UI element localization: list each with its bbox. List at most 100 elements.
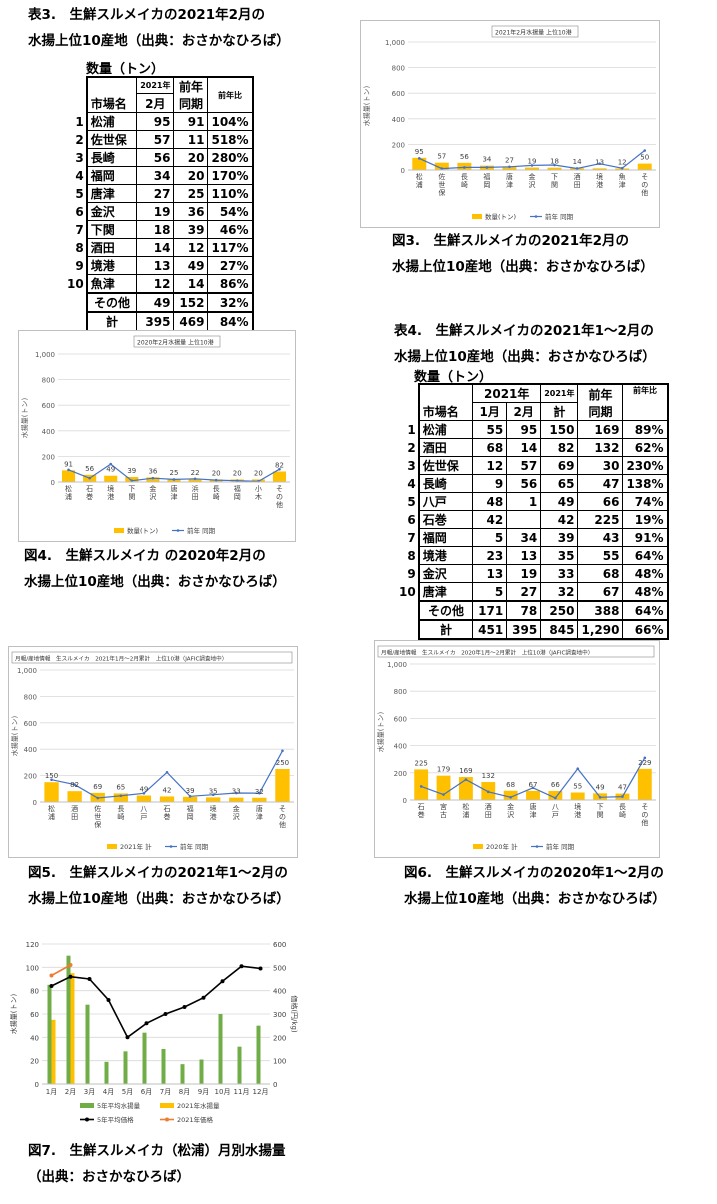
x-tick-label: 小 <box>255 484 262 493</box>
y-tick-label: 1,000 <box>35 351 55 359</box>
y-tick-label: 400 <box>394 743 407 751</box>
x-tick-label: 巻 <box>164 812 171 821</box>
data-label: 229 <box>638 759 651 767</box>
y-tick-label: 400 <box>42 428 55 436</box>
caption-line: 水揚上位10産地（出典：おさかなひろば） <box>28 891 290 907</box>
legend-label: 前年 同期 <box>545 212 574 221</box>
point-5yr-price <box>49 984 54 988</box>
y-tick-label: 120 <box>26 941 39 949</box>
rank-cell <box>64 312 87 331</box>
rank-cell: 9 <box>75 258 84 273</box>
point-5yr-price <box>144 1021 149 1026</box>
x-tick-label: 松 <box>48 804 55 813</box>
y-tick-label: 1,000 <box>17 667 37 675</box>
table-row: その他 171 78 250 388 64% <box>396 600 669 621</box>
cur-cell: 12 <box>136 274 175 294</box>
data-label: 14 <box>573 158 582 166</box>
bar-5yr-catch <box>104 1061 109 1084</box>
line-5yr-price <box>51 965 261 1039</box>
x-tick-label: 6月 <box>141 1088 152 1096</box>
prev-cell: 388 <box>577 600 624 621</box>
point-5yr-price <box>87 977 92 981</box>
rank-cell: 5 <box>407 494 416 509</box>
prev-year-point <box>643 149 647 152</box>
table-row: 7 下関 18 39 46% <box>64 220 254 239</box>
caption-line: 図5. 生鮮スルメイカの2021年1～2月の <box>28 865 288 881</box>
feb-cell: 57 <box>506 456 542 475</box>
market-cell: 佐世保 <box>417 456 474 475</box>
data-label: 69 <box>93 783 102 791</box>
x-tick-label: 戸 <box>552 811 559 819</box>
legend-swatch-point <box>176 529 180 532</box>
bar <box>67 791 82 802</box>
rank-cell: 2 <box>75 132 84 147</box>
bar <box>637 163 652 170</box>
bar <box>272 471 286 482</box>
table-row: 9 金沢 13 19 33 68 48% <box>396 564 669 583</box>
cur-cell: 395 <box>136 311 175 332</box>
total-cell: 65 <box>540 474 579 493</box>
prev-year-point <box>442 793 445 796</box>
data-label: 55 <box>573 783 582 791</box>
table-row: 計 395 469 84% <box>64 311 254 332</box>
caption-line: 表4. 生鮮スルメイカの2021年1～2月の <box>394 323 654 339</box>
fig5-caption: 図5. 生鮮スルメイカの2021年1～2月の 水揚上位10産地（出典：おさかなひ… <box>28 860 290 912</box>
legend-label: 数量(トン) <box>127 526 158 535</box>
data-label: 34 <box>482 156 491 164</box>
prev-cell: 36 <box>173 202 209 221</box>
market-cell: 長崎 <box>85 148 138 167</box>
x-tick-label: 浦 <box>416 180 423 189</box>
y-tick-label: 600 <box>42 402 55 410</box>
header-year: 2021年 <box>136 76 175 95</box>
x-tick-label: 長 <box>117 805 124 813</box>
prev-year-point <box>531 786 535 790</box>
header-market: 市場名 <box>85 76 138 113</box>
total-cell: 69 <box>540 456 579 475</box>
market-cell: 石巻 <box>417 510 474 529</box>
x-tick-label: 崎 <box>461 180 468 189</box>
bar <box>62 470 76 482</box>
legend-swatch-bar <box>107 844 117 849</box>
data-label: 67 <box>529 781 538 789</box>
chart-title-box <box>11 651 293 664</box>
table3: 市場名 2021年 前年 同期 前年比 2月 1 松浦 95 91 104% 2 佐世保 57 1… <box>64 76 254 332</box>
header-month: 2月 <box>136 93 175 113</box>
y-tick-label: 20 <box>30 1058 39 1066</box>
x-tick-label: 世 <box>94 812 101 821</box>
data-label: 19 <box>528 158 537 166</box>
prev-year-point <box>553 163 556 167</box>
legend-label: 前年 同期 <box>180 842 209 851</box>
prev-cell: 12 <box>173 238 209 257</box>
market-cell: 魚津 <box>85 274 138 294</box>
x-tick-label: 境 <box>574 802 581 811</box>
table-row: 9 境港 13 49 27% <box>64 256 254 275</box>
y-tick-label: 400 <box>392 116 405 124</box>
legend-label: 2021年水揚量 <box>177 1101 220 1110</box>
data-label: 22 <box>191 469 200 477</box>
prev-year-point <box>440 167 444 170</box>
x-tick-label: の <box>641 181 648 189</box>
x-tick-label: 巻 <box>86 492 93 501</box>
prev-year-point <box>464 778 468 781</box>
x-tick-label: 松 <box>462 802 469 811</box>
prev-cell: 30 <box>577 456 624 475</box>
bar <box>412 157 427 170</box>
y-tick-label: 0 <box>401 167 405 175</box>
data-label: 49 <box>596 783 605 791</box>
y-tick-label: 60 <box>30 1011 39 1019</box>
x-tick-label: 3月 <box>84 1088 95 1096</box>
prev-cell: 469 <box>173 311 209 332</box>
caption-line: 図7. 生鮮スルメイカ（松浦）月別水揚量 <box>28 1143 286 1159</box>
header-ratio: 前年比 <box>622 383 669 421</box>
x-tick-label: 港 <box>107 492 114 501</box>
x-tick-label: 佐 <box>94 804 101 813</box>
feb-cell: 13 <box>506 546 542 565</box>
prev-year-point <box>96 796 100 800</box>
ratio-cell: 27% <box>207 256 254 275</box>
chart-fig3: 2021年2月水揚量 上位10港 0 200 400 600 800 1,000 水揚量(トン… <box>360 20 660 228</box>
bar-5yr-catch <box>66 955 71 1084</box>
y2-tick-label: 200 <box>273 1034 286 1042</box>
market-cell: 唐津 <box>85 184 138 203</box>
bar-5yr-catch <box>161 1049 166 1084</box>
x-tick-label: 崎 <box>619 810 626 819</box>
